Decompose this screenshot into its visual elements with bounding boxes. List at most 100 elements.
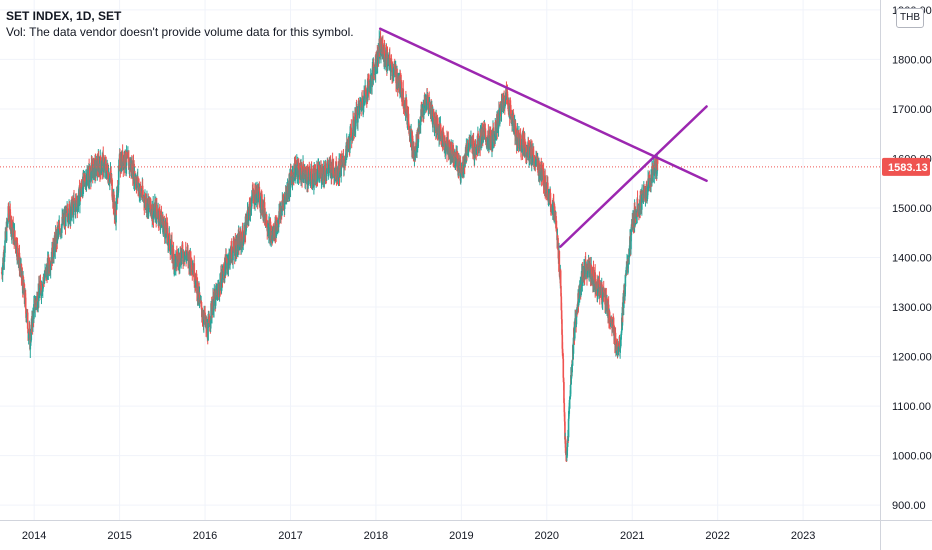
candle-body [564,438,567,454]
candle-body [135,180,138,188]
candle-body [335,161,338,179]
candle-body [358,102,361,115]
candle-body [573,321,576,339]
candle-body [547,182,549,194]
candle-body [531,148,533,158]
candle-body [245,230,247,235]
candle-body [115,194,118,210]
candle-body [61,224,63,233]
price-axis[interactable]: 900.00 1000.00 1100.00 1200.00 1300.00 1400.0… [892,5,932,512]
candle-body [71,207,73,218]
candle-body [149,198,152,208]
candle-body [68,204,71,207]
candle-body [551,201,554,215]
candle-body [195,273,198,282]
candle-body [39,288,41,296]
candle-body [624,275,627,287]
candle-body [199,294,201,298]
candle-body [310,168,313,183]
candle-body [213,299,215,311]
candle-body [111,179,113,197]
candle-body [25,308,27,318]
candle-body [99,156,102,166]
candle-body [584,260,586,277]
candle-body [560,285,562,297]
candle-body [578,288,581,299]
candle-body [4,240,6,253]
time-tick-label: 2020 [535,530,559,542]
candle-body [79,194,81,205]
time-axis[interactable]: 2014 2015 2016 2017 2018 2019 2020 2021 2022 2023 [22,530,815,542]
candle-body [43,278,46,284]
candle-body [6,220,9,225]
candle-body [34,307,37,311]
candle-body [108,173,110,183]
candle-body [52,242,54,257]
candle-body [57,227,60,233]
candle-body [147,198,150,214]
price-tick-label: 1500.00 [892,203,932,215]
time-tick-label: 2017 [278,530,302,542]
candle-body [561,334,564,349]
candle-body [291,173,294,186]
trendlines[interactable] [378,27,708,248]
candle-body [499,107,501,124]
candle-body [513,129,515,133]
candle-body [601,284,603,303]
candle-body [139,185,142,190]
candle-body [363,96,365,107]
candle-body [26,312,29,329]
candle-body [557,242,560,259]
time-tick-label: 2014 [22,530,46,542]
candle-body [245,221,247,231]
candle-body [367,81,370,88]
candle-body [616,341,619,351]
candle-body [73,198,75,203]
candle-body [207,322,209,341]
candle-body [290,174,293,178]
candle-body [558,251,561,272]
candle-body [450,141,453,151]
candle-body [268,222,270,236]
candle-body [85,182,88,188]
candle-body [563,382,565,403]
candle-body [17,255,19,263]
time-tick-label: 2022 [705,530,729,542]
candle-body [467,143,470,150]
candle-body [261,194,263,210]
candles [0,30,659,463]
last-price-tag: 1583.13 [882,157,930,176]
trendline[interactable] [378,27,708,183]
candle-body [516,130,519,148]
candle-body [326,164,329,169]
candle-body [3,252,6,258]
time-tick-label: 2015 [107,530,131,542]
candle-body [648,175,651,179]
candle-body [442,133,445,141]
candle-body [455,163,457,166]
candle-body [339,160,342,171]
candle-body [488,139,490,151]
candle-body [39,280,42,286]
candle-body [119,154,121,170]
candle-body [100,169,103,173]
candle-body [641,194,643,210]
candle-body [40,285,43,294]
trendline[interactable] [559,105,708,248]
symbol-title[interactable]: SET INDEX, 1D, SET [6,9,122,23]
candle-body [32,312,34,328]
candle-body [17,245,19,256]
candle-body [656,156,659,164]
candle-body [572,337,575,354]
volume-note: Vol: The data vendor doesn't provide vol… [6,25,354,39]
candle-body [396,73,399,86]
currency-button[interactable]: THB [896,8,924,28]
candle-body [314,169,317,173]
candle-body [517,130,519,138]
candle-body [340,168,342,177]
candle-body [349,132,351,150]
candle-body [395,68,397,84]
candle-body [407,113,410,126]
candle-body [285,192,288,200]
